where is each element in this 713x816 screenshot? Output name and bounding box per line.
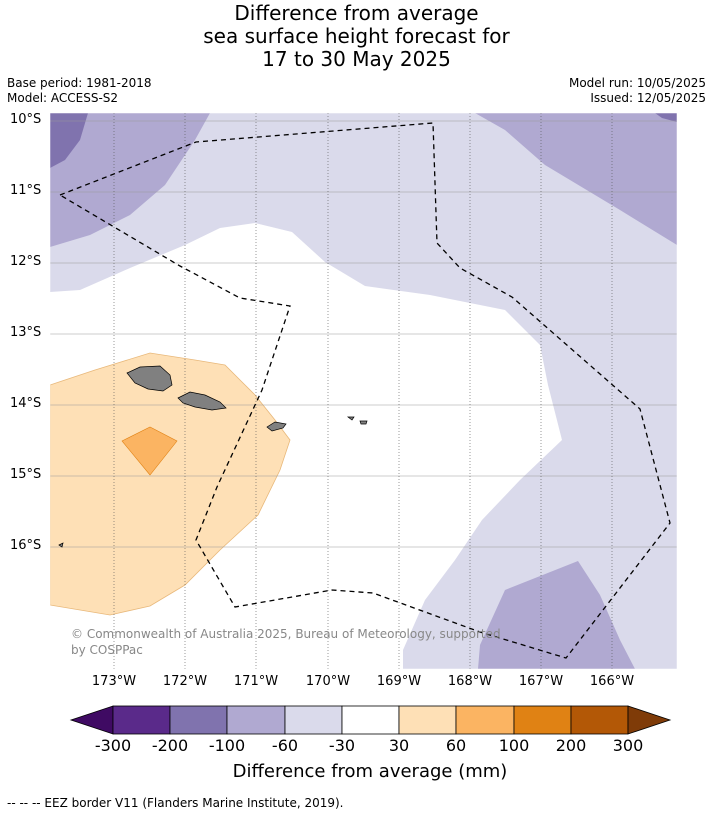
island-tutuila <box>266 421 287 432</box>
model-name: Model: ACCESS-S2 <box>7 91 119 105</box>
colorbar-bin-4 <box>284 705 343 735</box>
lon-tick-169w: 169°W <box>376 674 422 689</box>
colorbar-label: -100 <box>208 736 246 755</box>
colorbar-title: Difference from average (mm) <box>232 761 508 782</box>
contour-dark-purple-ne <box>655 113 677 122</box>
map-contours <box>50 113 677 669</box>
lat-tick-15s: 15°S <box>10 467 42 482</box>
colorbar-bin-9 <box>570 705 629 735</box>
base-period: Base period: 1981-2018 <box>7 76 152 90</box>
lon-tick-168w: 168°W <box>447 674 493 689</box>
colorbar-bin-2 <box>169 705 228 735</box>
colorbar-label: 100 <box>498 736 530 755</box>
colorbar-bin-8 <box>513 705 572 735</box>
contour-mid-purple-ne <box>475 113 677 245</box>
map-frame <box>49 112 678 670</box>
island-savaii <box>126 365 173 392</box>
colorbar-bin-6 <box>398 705 457 735</box>
colorbar <box>69 705 672 735</box>
colorbar-label: 300 <box>612 736 644 755</box>
colorbar-label: 60 <box>445 736 467 755</box>
colorbar-label: 30 <box>388 736 410 755</box>
colorbar-bin-1 <box>112 705 171 735</box>
title-line-3: 17 to 30 May 2025 <box>262 47 451 71</box>
islands <box>58 365 368 548</box>
lat-tick-14s: 14°S <box>10 396 42 411</box>
colorbar-bin-7 <box>455 705 515 735</box>
model-run: Model run: 10/05/2025 <box>568 76 706 90</box>
contour-mid-purple-nw <box>50 113 210 247</box>
contour-light-orange <box>50 352 291 616</box>
contour-orange <box>121 426 178 476</box>
colorbar-bin-5 <box>341 705 400 735</box>
eez-legend: -- -- -- EEZ border V11 (Flanders Marine… <box>7 796 344 810</box>
colorbar-end-low <box>69 705 114 735</box>
colorbar-label: -300 <box>94 736 132 755</box>
colorbar-end-high <box>627 705 672 735</box>
lat-tick-16s: 16°S <box>10 538 42 553</box>
lat-tick-11s: 11°S <box>10 183 42 198</box>
island-tau <box>359 420 368 425</box>
colorbar-label: 200 <box>555 736 587 755</box>
island-ofu <box>346 416 355 421</box>
title-line-2: sea surface height forecast for <box>203 24 510 48</box>
title-line-1: Difference from average <box>234 1 479 25</box>
copyright-notice: © Commonwealth of Australia 2025, Bureau… <box>71 627 501 657</box>
lon-tick-172w: 172°W <box>162 674 208 689</box>
issued-date: Issued: 12/05/2025 <box>590 91 706 105</box>
colorbar-label: -60 <box>271 736 299 755</box>
lat-tick-10s: 10°S <box>10 112 42 127</box>
contour-mid-purple-se <box>478 561 635 669</box>
lon-tick-171w: 171°W <box>233 674 279 689</box>
island-upolu <box>177 391 227 411</box>
lon-tick-173w: 173°W <box>91 674 137 689</box>
island-wallis <box>58 542 64 548</box>
colorbar-label: -30 <box>328 736 356 755</box>
lat-tick-13s: 13°S <box>10 325 42 340</box>
lon-tick-167w: 167°W <box>518 674 564 689</box>
lon-tick-166w: 166°W <box>589 674 635 689</box>
contour-dark-purple-nw <box>50 113 88 168</box>
meta-right: Model run: 10/05/2025 Issued: 12/05/2025 <box>569 76 706 106</box>
lat-tick-12s: 12°S <box>10 254 42 269</box>
lon-tick-170w: 170°W <box>305 674 351 689</box>
meta-left: Base period: 1981-2018 Model: ACCESS-S2 <box>7 76 152 106</box>
gridlines <box>50 113 677 669</box>
colorbar-bin-3 <box>226 705 286 735</box>
colorbar-label: -200 <box>151 736 189 755</box>
eez-border <box>59 122 671 659</box>
